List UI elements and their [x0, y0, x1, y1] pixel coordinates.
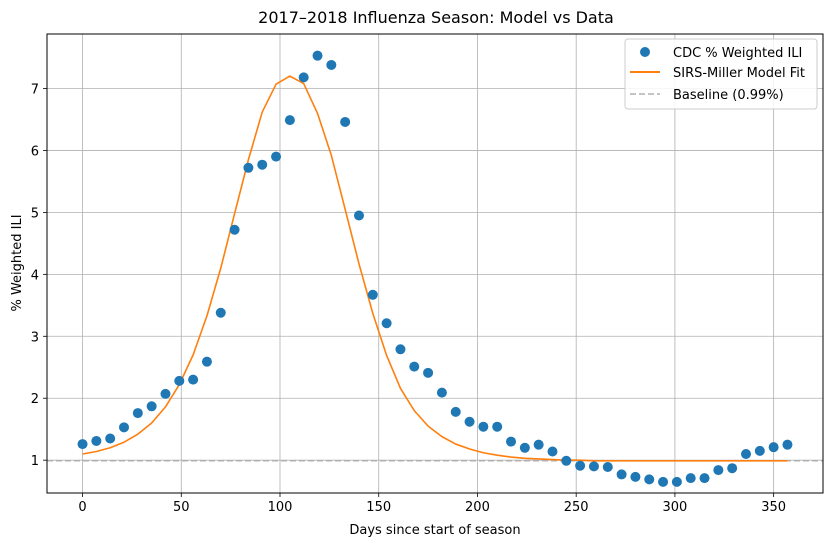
data-point — [561, 455, 572, 466]
y-tick-label: 4 — [31, 268, 39, 283]
data-point — [312, 50, 323, 61]
y-tick-label: 2 — [31, 392, 39, 407]
model-fit-line — [82, 75, 788, 462]
y-tick-label: 1 — [31, 454, 39, 469]
data-point — [630, 471, 641, 482]
x-tick-label: 300 — [662, 500, 687, 515]
data-point — [727, 463, 738, 474]
data-point — [658, 476, 669, 487]
model-line-layer — [82, 75, 788, 462]
data-point — [119, 422, 130, 433]
y-tick-label: 6 — [31, 144, 39, 159]
data-points-layer — [77, 50, 793, 487]
data-point — [740, 448, 751, 459]
x-tick-label: 350 — [761, 500, 786, 515]
axis-ticks: 0 50 100 150 200 250 300 350 1 2 3 4 5 6 7 — [31, 83, 786, 515]
legend-label-cdc-ili: CDC % Weighted ILI — [673, 46, 802, 61]
data-point — [506, 436, 517, 447]
data-point — [547, 446, 558, 457]
data-point — [409, 361, 420, 372]
data-point — [478, 421, 489, 432]
y-tick-label: 3 — [31, 330, 39, 345]
data-point — [340, 116, 351, 127]
data-point — [146, 401, 157, 412]
data-point — [754, 445, 765, 456]
plot-frame — [46, 33, 824, 494]
data-point — [381, 318, 392, 329]
x-tick-label: 50 — [173, 500, 190, 515]
data-point — [160, 388, 171, 399]
data-point — [298, 72, 309, 83]
data-point — [519, 442, 530, 453]
legend: CDC % Weighted ILI SIRS-Miller Model Fit… — [624, 38, 818, 110]
data-point — [326, 59, 337, 70]
data-point — [367, 289, 378, 300]
data-point — [713, 465, 724, 476]
data-point — [671, 476, 682, 487]
data-point — [644, 474, 655, 485]
data-point — [699, 473, 710, 484]
x-tick-label: 200 — [465, 500, 490, 515]
data-point — [450, 406, 461, 417]
x-tick-label: 0 — [78, 500, 86, 515]
data-point — [243, 162, 254, 173]
data-point — [423, 367, 434, 378]
data-point — [588, 461, 599, 472]
data-point — [284, 115, 295, 126]
y-axis-label: % Weighted ILI — [10, 214, 25, 311]
legend-label-baseline: Baseline (0.99%) — [673, 88, 784, 103]
data-point — [436, 387, 447, 398]
data-point — [188, 374, 199, 385]
legend-label-model-fit: SIRS-Miller Model Fit — [673, 66, 805, 81]
chart-title: 2017–2018 Influenza Season: Model vs Dat… — [258, 8, 614, 27]
data-point — [768, 442, 779, 453]
x-axis-label: Days since start of season — [349, 523, 520, 538]
data-point — [105, 433, 116, 444]
legend-box — [624, 38, 818, 110]
data-point — [782, 439, 793, 450]
data-point — [257, 159, 268, 170]
x-tick-label: 100 — [268, 500, 293, 515]
data-point — [616, 469, 627, 480]
data-point — [215, 307, 226, 318]
data-point — [91, 435, 102, 446]
y-tick-label: 5 — [31, 206, 39, 221]
x-tick-label: 250 — [564, 500, 589, 515]
data-point — [77, 439, 88, 450]
data-point — [685, 473, 696, 484]
data-point — [229, 224, 240, 235]
data-point — [575, 460, 586, 471]
data-point — [174, 375, 185, 386]
data-point — [602, 461, 613, 472]
data-point — [201, 356, 212, 367]
data-point — [395, 344, 406, 355]
data-point — [132, 408, 143, 419]
x-tick-label: 150 — [366, 500, 391, 515]
data-point — [353, 210, 364, 221]
data-point — [464, 416, 475, 427]
legend-marker-cdc-ili — [640, 47, 650, 57]
data-point — [492, 421, 503, 432]
data-point — [533, 439, 544, 450]
data-point — [271, 151, 282, 162]
y-tick-label: 7 — [31, 83, 39, 98]
